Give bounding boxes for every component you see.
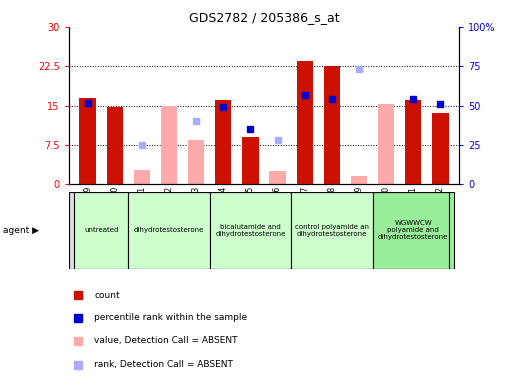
Text: value, Detection Call = ABSENT: value, Detection Call = ABSENT (94, 336, 238, 345)
Text: WGWWCW
polyamide and
dihydrotestosterone: WGWWCW polyamide and dihydrotestosterone (378, 220, 448, 240)
Bar (297, 61, 313, 184)
Bar (80, 98, 96, 184)
Bar (188, 140, 204, 184)
Bar (405, 100, 421, 184)
Text: dihydrotestosterone: dihydrotestosterone (134, 227, 204, 233)
Bar (210, 192, 291, 269)
Text: count: count (94, 291, 120, 300)
Bar (378, 104, 394, 184)
Bar (269, 171, 286, 184)
Bar (161, 106, 177, 184)
Text: GDS2782 / 205386_s_at: GDS2782 / 205386_s_at (188, 12, 340, 25)
Bar (107, 107, 123, 184)
Text: bicalutamide and
dihydrotestosterone: bicalutamide and dihydrotestosterone (215, 224, 286, 237)
Bar (432, 114, 448, 184)
Text: agent ▶: agent ▶ (3, 226, 39, 235)
Text: percentile rank within the sample: percentile rank within the sample (94, 313, 247, 323)
Bar (128, 192, 210, 269)
Bar (74, 192, 128, 269)
Bar (242, 137, 259, 184)
Bar (291, 192, 373, 269)
Bar (351, 177, 367, 184)
Bar (324, 66, 340, 184)
Bar (373, 192, 454, 269)
Text: untreated: untreated (84, 227, 118, 233)
Text: rank, Detection Call = ABSENT: rank, Detection Call = ABSENT (94, 360, 233, 369)
Bar (134, 170, 150, 184)
Text: control polyamide an
dihydrotestosterone: control polyamide an dihydrotestosterone (295, 224, 369, 237)
Bar (215, 100, 231, 184)
